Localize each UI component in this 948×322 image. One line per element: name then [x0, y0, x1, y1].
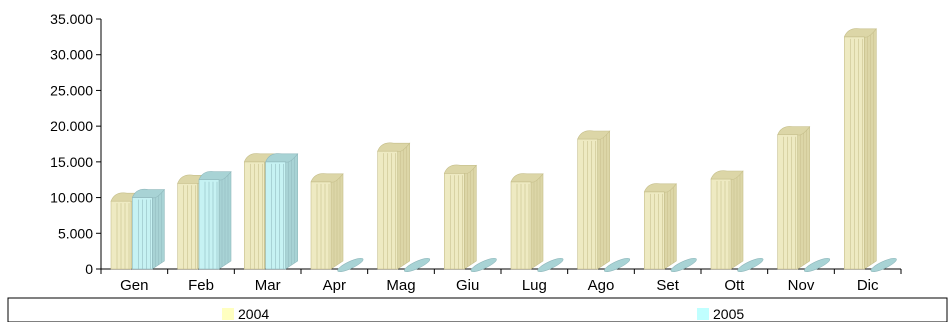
x-tick-label: Giu	[456, 277, 479, 294]
x-tick-label: Ago	[588, 277, 615, 294]
y-tick-label: 15.000	[50, 154, 93, 170]
x-tick-label: Mag	[386, 277, 415, 294]
x-tick-label: Mar	[255, 277, 281, 294]
y-tick-label: 10.000	[50, 190, 93, 206]
y-tick-label: 0	[85, 261, 93, 277]
bar-2004-dic	[843, 28, 877, 270]
x-axis: Gen Feb Mar Apr Mag Giu Lug Ago Set Ott Nov Dic	[100, 268, 902, 294]
bar-2005-lug	[537, 257, 564, 273]
legend-frame	[7, 297, 948, 322]
legend-label-2004: 2004	[238, 306, 269, 322]
y-tick-label: 25.000	[50, 82, 93, 98]
bar-2005-set	[670, 257, 697, 273]
bar-2004-apr	[310, 173, 344, 270]
bar-2005-ago	[603, 257, 631, 273]
bar-2005-ott	[737, 257, 764, 273]
x-tick-label: Apr	[323, 277, 346, 294]
bar-2004-mag	[377, 142, 411, 270]
x-tick-label: Feb	[188, 277, 214, 294]
bar-2005-dic	[870, 257, 897, 273]
legend-swatch-2004	[222, 308, 234, 320]
x-tick-label: Set	[656, 277, 679, 294]
bar-2004-lug	[510, 173, 544, 270]
bar-2004-ago	[577, 130, 611, 270]
bar-2005-nov	[803, 257, 831, 273]
bar-2005-mar	[265, 153, 299, 270]
y-axis: 0 5.000 10.000 15.000 20.000 25.000 30.000 35.0…	[50, 11, 102, 277]
legend: 2004 2005	[7, 297, 948, 322]
legend-label-2005: 2005	[713, 306, 744, 322]
y-tick-label: 5.000	[58, 225, 93, 241]
bar-2005-giu	[470, 257, 497, 273]
x-tick-label: Lug	[522, 277, 547, 294]
bar-2005-mag	[403, 257, 431, 273]
bar-2005-feb	[198, 171, 232, 270]
bar-2004-ott	[710, 170, 744, 270]
x-tick-label: Gen	[120, 277, 148, 294]
bar-2004-set	[643, 183, 677, 270]
legend-swatch-2005	[697, 308, 709, 320]
bar-series	[110, 28, 897, 273]
y-tick-label: 35.000	[50, 11, 93, 27]
bar-2004-nov	[777, 126, 811, 270]
bar-2004-giu	[443, 164, 477, 270]
x-tick-label: Ott	[724, 277, 745, 294]
y-tick-label: 20.000	[50, 118, 93, 134]
y-tick-label: 30.000	[50, 47, 93, 63]
x-tick-label: Nov	[788, 277, 815, 294]
x-tick-label: Dic	[857, 277, 879, 294]
bar-2005-gen	[131, 188, 165, 270]
bar-2005-apr	[337, 257, 364, 273]
